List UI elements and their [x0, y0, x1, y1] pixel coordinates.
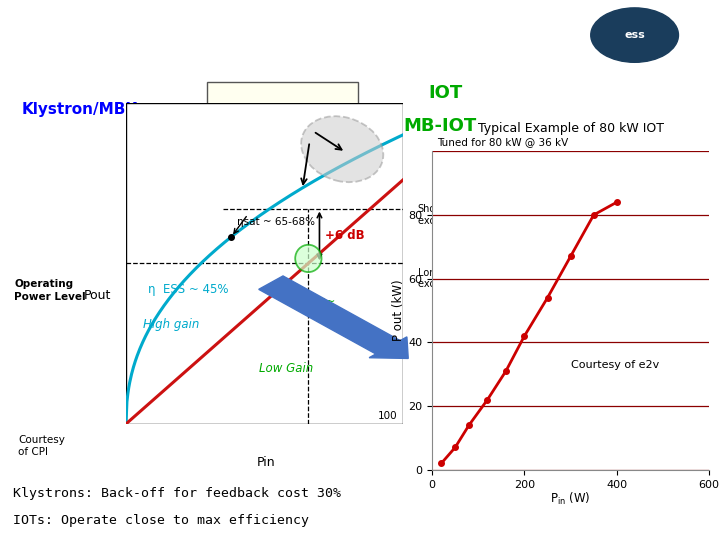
Text: Klystron/MBK: Klystron/MBK: [22, 102, 138, 117]
Text: Tuned for 80 kW @ 36 kV: Tuned for 80 kW @ 36 kV: [438, 137, 569, 147]
Text: Low Gain: Low Gain: [259, 362, 313, 375]
Text: +6 dB: +6 dB: [325, 230, 364, 242]
Text: Back-off for feedback: Back-off for feedback: [126, 215, 237, 225]
FancyBboxPatch shape: [207, 82, 359, 169]
Text: The Performance Comparison: The Performance Comparison: [11, 24, 405, 48]
Text: Pin: Pin: [257, 456, 276, 469]
Text: IOT: IOT: [428, 84, 463, 102]
Text: η  ESS ~ 45%: η ESS ~ 45%: [148, 282, 229, 295]
Text: η~
70%: η~ 70%: [315, 295, 341, 323]
Text: EUROPEAN
SPALLATION
SOURCE: EUROPEAN SPALLATION SOURCE: [683, 12, 716, 30]
Text: High gain: High gain: [143, 318, 199, 330]
Text: ess: ess: [624, 30, 645, 40]
Ellipse shape: [301, 116, 383, 182]
Text: Short-pulse
excursions possible: Short-pulse excursions possible: [418, 204, 513, 226]
Text: ηsat ~ 65-68%: ηsat ~ 65-68%: [237, 217, 315, 227]
Text: IOTs: Operate close to max efficiency: IOTs: Operate close to max efficiency: [13, 514, 309, 527]
Text: MB-IOT: MB-IOT: [403, 117, 477, 134]
Title: Typical Example of 80 kW IOT: Typical Example of 80 kW IOT: [477, 122, 664, 135]
Text: 100: 100: [378, 411, 397, 421]
Text: Courtesy of e2v: Courtesy of e2v: [571, 360, 659, 370]
Circle shape: [590, 8, 678, 62]
Text: Klystrons: Back-off for feedback cost 30%: Klystrons: Back-off for feedback cost 30…: [13, 487, 341, 500]
Ellipse shape: [295, 245, 322, 272]
Text: Pout: Pout: [84, 289, 111, 302]
FancyArrow shape: [258, 276, 408, 359]
Text: Long-pulse
excursions possible: Long-pulse excursions possible: [418, 268, 513, 289]
X-axis label: P$_{\rm in}$ (W): P$_{\rm in}$ (W): [550, 491, 591, 507]
Text: Courtesy
of CPI: Courtesy of CPI: [18, 435, 65, 457]
Text: IOT’s don’t saturate.
Built-in headroom for
feedback.: IOT’s don’t saturate. Built-in headroom …: [227, 103, 338, 139]
FancyBboxPatch shape: [126, 103, 403, 424]
Y-axis label: P out (kW): P out (kW): [392, 280, 405, 341]
Text: Operating
Power Level: Operating Power Level: [14, 279, 86, 302]
